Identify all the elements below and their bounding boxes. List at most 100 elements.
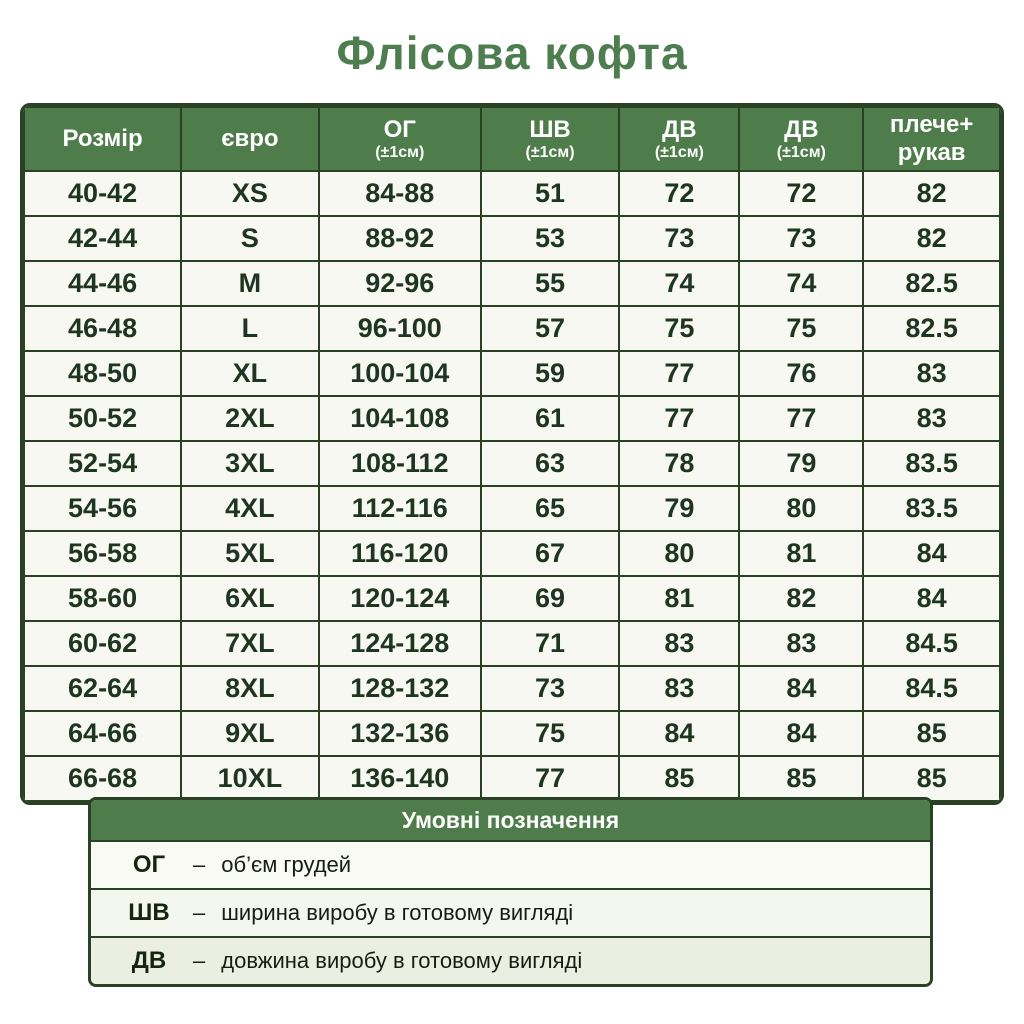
table-cell: 84 (738, 665, 865, 712)
table-cell: 116-120 (317, 530, 482, 577)
table-cell: XS (180, 170, 320, 217)
table-cell: 81 (618, 575, 741, 622)
column-header-label: ДВ (662, 116, 697, 143)
table-cell: 104-108 (317, 395, 482, 442)
table-cell: 75 (618, 305, 741, 352)
table-row: 50-52 2XL 104-108 61 77 77 83 (23, 395, 1001, 442)
table-cell: 132-136 (317, 710, 482, 757)
legend-abbr: ОГ (132, 851, 166, 878)
table-cell: 92-96 (317, 260, 482, 307)
table-cell: XL (180, 350, 320, 397)
legend-dash: – (193, 852, 206, 877)
table-cell: 136-140 (317, 755, 482, 802)
table-row: 58-60 6XL 120-124 69 81 82 84 (23, 575, 1001, 622)
size-table-grid: Розмір євро ОГ (±1см) ШВ (±1см) ДВ (±1см) ДВ (±1с… (23, 106, 1001, 802)
table-row: 60-62 7XL 124-128 71 83 83 84.5 (23, 620, 1001, 667)
table-cell: 57 (479, 305, 621, 352)
table-cell: 84 (862, 530, 1001, 577)
table-row: 40-42 XS 84-88 51 72 72 82 (23, 170, 1001, 217)
table-cell: 82 (862, 215, 1001, 262)
table-cell: 83 (862, 350, 1001, 397)
table-cell: 40-42 (23, 170, 183, 217)
column-header-sublabel: (±1см) (776, 143, 826, 161)
legend-title: Умовні позначення (91, 800, 930, 840)
column-header-label: Розмір (62, 125, 143, 153)
table-cell: 52-54 (23, 440, 183, 487)
table-cell: 84.5 (862, 665, 1001, 712)
table-cell: 72 (618, 170, 741, 217)
table-cell: 59 (479, 350, 621, 397)
table-cell: 2XL (180, 395, 320, 442)
table-cell: 64-66 (23, 710, 183, 757)
legend-abbr: ШВ (128, 899, 170, 926)
table-cell: 72 (738, 170, 865, 217)
table-cell: 82.5 (862, 305, 1001, 352)
table-cell: 65 (479, 485, 621, 532)
table-cell: 60-62 (23, 620, 183, 667)
table-cell: 71 (479, 620, 621, 667)
table-row: 48-50 XL 100-104 59 77 76 83 (23, 350, 1001, 397)
size-table-header-row: Розмір євро ОГ (±1см) ШВ (±1см) ДВ (±1см) ДВ (±1с… (23, 106, 1001, 172)
table-cell: 83 (618, 665, 741, 712)
table-cell: 112-116 (317, 485, 482, 532)
table-row: 44-46 M 92-96 55 74 74 82.5 (23, 260, 1001, 307)
table-cell: 66-68 (23, 755, 183, 802)
table-cell: L (180, 305, 320, 352)
table-cell: 63 (479, 440, 621, 487)
column-header-sublabel: рукав (897, 139, 966, 166)
legend-description: об’єм грудей (221, 852, 352, 877)
table-cell: 73 (618, 215, 741, 262)
table-cell: 79 (618, 485, 741, 532)
table-row: 62-64 8XL 128-132 73 83 84 84.5 (23, 665, 1001, 712)
table-cell: 80 (738, 485, 865, 532)
legend-dash: – (193, 900, 206, 925)
column-header-og: ОГ (±1см) (317, 106, 482, 172)
table-cell: 83.5 (862, 440, 1001, 487)
table-cell: 62-64 (23, 665, 183, 712)
column-header-sublabel: (±1см) (654, 143, 704, 161)
size-table-body: 40-42 XS 84-88 51 72 72 82 42-44 S 88-92 53 73 73 82 4… (23, 170, 1001, 802)
table-cell: 48-50 (23, 350, 183, 397)
table-cell: 76 (738, 350, 865, 397)
column-header-dv2: ДВ (±1см) (738, 106, 865, 172)
table-cell: 50-52 (23, 395, 183, 442)
table-cell: 53 (479, 215, 621, 262)
table-cell: 84.5 (862, 620, 1001, 667)
column-header-label: ОГ (383, 116, 416, 143)
table-cell: 74 (738, 260, 865, 307)
table-cell: 120-124 (317, 575, 482, 622)
table-cell: 80 (618, 530, 741, 577)
table-cell: 128-132 (317, 665, 482, 712)
column-header-label: ДВ (784, 116, 819, 143)
legend-row-ог: ОГ – об’єм грудей (91, 840, 930, 888)
table-row: 42-44 S 88-92 53 73 73 82 (23, 215, 1001, 262)
table-cell: 54-56 (23, 485, 183, 532)
table-cell: 82.5 (862, 260, 1001, 307)
table-cell: 85 (862, 710, 1001, 757)
table-cell: 9XL (180, 710, 320, 757)
table-cell: 51 (479, 170, 621, 217)
column-header-pleche: плече+ рукав (862, 106, 1001, 172)
table-cell: 108-112 (317, 440, 482, 487)
table-cell: 73 (479, 665, 621, 712)
table-cell: S (180, 215, 320, 262)
table-cell: 84 (618, 710, 741, 757)
table-cell: 83.5 (862, 485, 1001, 532)
size-table-head: Розмір євро ОГ (±1см) ШВ (±1см) ДВ (±1см) ДВ (±1с… (23, 106, 1001, 172)
table-cell: 100-104 (317, 350, 482, 397)
table-cell: 96-100 (317, 305, 482, 352)
column-header-euro: євро (180, 106, 320, 172)
table-cell: 88-92 (317, 215, 482, 262)
size-table: Розмір євро ОГ (±1см) ШВ (±1см) ДВ (±1см) ДВ (±1с… (20, 103, 1004, 805)
table-cell: 83 (862, 395, 1001, 442)
table-cell: 8XL (180, 665, 320, 712)
table-cell: 73 (738, 215, 865, 262)
table-cell: 77 (618, 395, 741, 442)
table-cell: 83 (618, 620, 741, 667)
table-cell: 81 (738, 530, 865, 577)
table-cell: 85 (618, 755, 741, 802)
table-cell: 10XL (180, 755, 320, 802)
table-cell: 82 (862, 170, 1001, 217)
table-row: 66-68 10XL 136-140 77 85 85 85 (23, 755, 1001, 802)
table-cell: 77 (479, 755, 621, 802)
